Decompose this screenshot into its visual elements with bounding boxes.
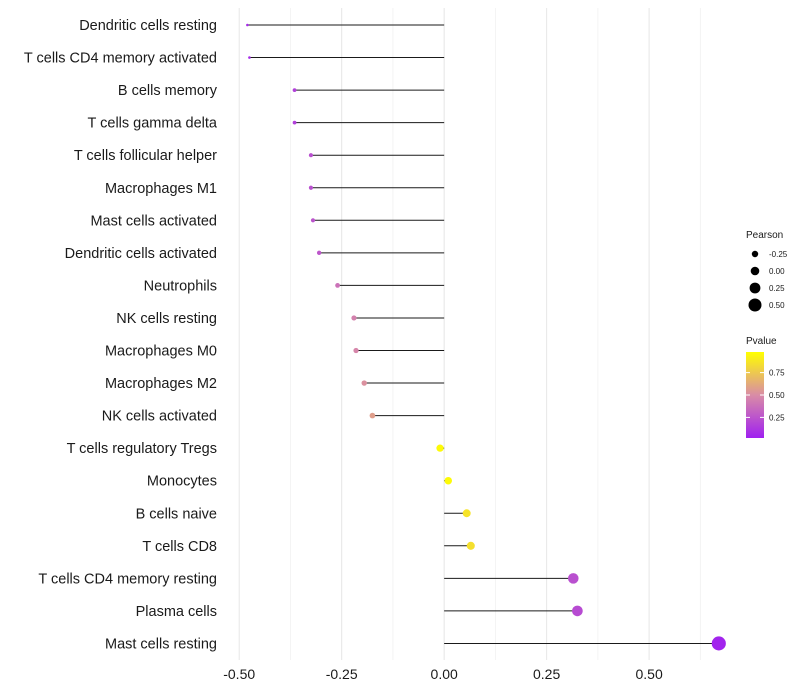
- legend-pvalue-label: 0.25: [769, 413, 785, 422]
- lollipop-stems: [247, 24, 719, 644]
- y-category-label: B cells naive: [136, 506, 217, 522]
- y-category-label: Dendritic cells activated: [65, 246, 217, 262]
- lollipop-point: [335, 283, 340, 288]
- lollipop-point: [351, 315, 357, 321]
- lollipop-point: [466, 541, 475, 550]
- legend-pvalue-label: 0.50: [769, 391, 785, 400]
- legend-pvalue-colorbar: [746, 352, 764, 438]
- y-category-label: T cells gamma delta: [88, 116, 218, 132]
- x-tick-label: -0.25: [326, 666, 358, 682]
- lollipop-point: [462, 509, 471, 518]
- lollipop-point: [316, 250, 322, 256]
- lollipop-point: [308, 185, 314, 190]
- lollipop-point: [353, 347, 359, 354]
- legend-size-label: 0.50: [769, 301, 785, 310]
- y-category-label: Neutrophils: [144, 278, 217, 294]
- x-axis-labels: -0.50 -0.25 0.00 0.25 0.50: [223, 666, 663, 682]
- legend-pearson-title: Pearson: [746, 230, 783, 241]
- y-category-label: T cells CD8: [142, 539, 217, 555]
- lollipop-point: [248, 56, 251, 59]
- x-tick-label: 0.25: [533, 666, 560, 682]
- legend-pvalue: Pvalue 0.75 0.50 0.25: [746, 336, 785, 438]
- y-category-label: Mast cells resting: [105, 636, 217, 652]
- lollipop-point: [292, 120, 297, 125]
- legend-pvalue-label: 0.75: [769, 369, 785, 378]
- lollipop-point: [572, 605, 583, 617]
- y-category-label: Plasma cells: [136, 604, 217, 620]
- y-category-label: T cells regulatory Tregs: [67, 441, 217, 457]
- lollipop-point: [308, 153, 314, 158]
- y-category-label: NK cells activated: [102, 409, 217, 425]
- y-category-label: T cells CD4 memory resting: [38, 571, 217, 587]
- y-category-label: Dendritic cells resting: [79, 18, 217, 34]
- lollipop-point: [436, 444, 444, 452]
- legend-size-key: [750, 266, 760, 276]
- legend-size-key: [749, 282, 761, 294]
- lollipop-point: [361, 380, 367, 386]
- y-category-label: NK cells resting: [116, 311, 217, 327]
- legend-size-key: [751, 250, 759, 258]
- legend-size-label: 0.25: [769, 284, 785, 293]
- y-category-label: Mast cells activated: [90, 213, 217, 229]
- lollipop-point: [310, 218, 316, 223]
- lollipop-points: [246, 23, 726, 651]
- lollipop-point: [444, 476, 453, 485]
- y-category-label: T cells follicular helper: [74, 148, 217, 164]
- legend-pvalue-title: Pvalue: [746, 336, 777, 347]
- legend-pearson: Pearson -0.25 0.00 0.25 0.50: [746, 230, 788, 312]
- lollipop-point: [568, 573, 579, 584]
- y-category-label: T cells CD4 memory activated: [24, 51, 217, 67]
- lollipop-point: [292, 88, 297, 92]
- x-tick-label: -0.50: [223, 666, 255, 682]
- legend-size-key: [748, 298, 762, 312]
- legend-size-label: 0.00: [769, 267, 785, 276]
- y-category-label: Macrophages M0: [105, 344, 217, 360]
- y-category-label: Monocytes: [147, 474, 217, 490]
- legend-size-label: -0.25: [769, 250, 788, 259]
- y-axis-labels: Dendritic cells resting T cells CD4 memor…: [24, 18, 218, 652]
- lollipop-point: [246, 23, 249, 27]
- lollipop-point: [711, 636, 726, 651]
- y-category-label: B cells memory: [118, 83, 218, 99]
- x-tick-label: 0.50: [635, 666, 662, 682]
- y-category-label: Macrophages M1: [105, 181, 217, 197]
- x-tick-label: 0.00: [431, 666, 458, 682]
- lollipop-point: [369, 412, 376, 419]
- grid: [238, 8, 701, 660]
- y-category-label: Macrophages M2: [105, 376, 217, 392]
